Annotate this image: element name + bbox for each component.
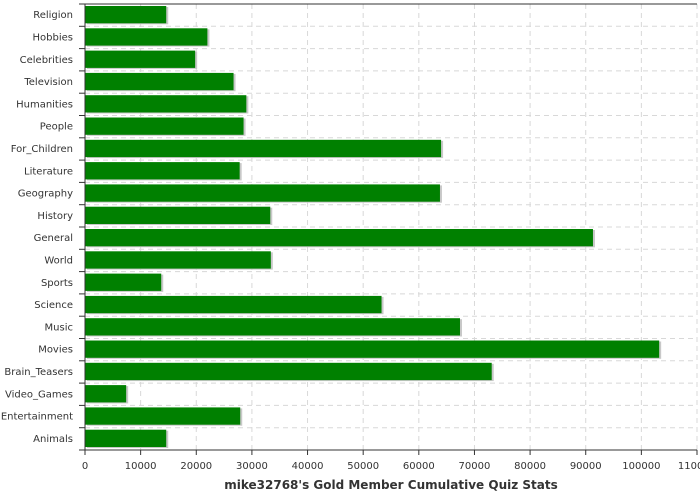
- bar-literature: [85, 162, 240, 180]
- x-tick-label: 50000: [347, 461, 379, 472]
- x-tick-label: 30000: [236, 461, 268, 472]
- y-tick-label: For_Children: [11, 144, 73, 155]
- y-tick-label: Hobbies: [33, 32, 73, 43]
- axes: 0 10000 20000 30000 40000 50000 60000 70000 8000…: [1, 3, 700, 472]
- bar-for_children: [85, 139, 442, 158]
- y-tick-label: Animals: [33, 434, 73, 445]
- bar-world: [85, 251, 271, 269]
- y-tick-label: Science: [34, 300, 73, 311]
- x-tick-label: 40000: [292, 461, 324, 472]
- y-tick-label: Sports: [41, 278, 73, 289]
- bar-movies: [85, 340, 660, 358]
- bar-geography: [85, 184, 440, 202]
- x-tick-label: 110000: [678, 461, 700, 472]
- x-tick-label: 60000: [403, 461, 435, 472]
- x-tick-label: 90000: [570, 461, 602, 472]
- y-tick-label: Brain_Teasers: [4, 367, 73, 378]
- y-tick-label: Video_Games: [5, 389, 73, 400]
- y-tick-label: People: [40, 122, 73, 133]
- y-tick-label: History: [37, 211, 73, 222]
- x-tick-label: 0: [82, 461, 88, 472]
- bar-humanities: [85, 95, 247, 113]
- bar-sports: [85, 273, 162, 291]
- y-tick-label: Humanities: [16, 99, 73, 110]
- bar-video_games: [85, 385, 127, 403]
- y-tick-label: Celebrities: [20, 55, 73, 66]
- bar-general: [85, 229, 593, 247]
- bar-brain_teasers: [85, 362, 492, 381]
- bar-music: [85, 318, 460, 336]
- y-tick-label: Literature: [24, 166, 73, 177]
- bar-people: [85, 117, 244, 135]
- bars: [85, 6, 662, 448]
- y-tick-label: Religion: [33, 10, 73, 21]
- grid: [85, 4, 698, 450]
- y-tick-label: Entertainment: [1, 412, 73, 423]
- y-tick-label: Music: [45, 322, 73, 333]
- x-axis-label: mike32768's Gold Member Cumulative Quiz …: [224, 478, 558, 492]
- y-tick-label: Movies: [38, 345, 73, 356]
- x-tick-label: 70000: [459, 461, 491, 472]
- x-tick-label: 80000: [514, 461, 546, 472]
- bar-hobbies: [85, 28, 208, 46]
- x-tick-label: 20000: [180, 461, 212, 472]
- x-tick-label: 100000: [622, 461, 660, 472]
- bar-science: [85, 295, 382, 314]
- bar-television: [85, 72, 234, 91]
- bar-celebrities: [85, 50, 196, 68]
- x-tick-label: 10000: [125, 461, 157, 472]
- y-tick-label: General: [34, 233, 73, 244]
- bar-religion: [85, 6, 167, 24]
- y-tick-label: Television: [23, 77, 73, 88]
- bar-entertainment: [85, 407, 241, 425]
- y-tick-label: Geography: [18, 189, 73, 200]
- bar-history: [85, 206, 271, 224]
- y-tick-label: World: [44, 255, 73, 266]
- bar-animals: [85, 429, 167, 447]
